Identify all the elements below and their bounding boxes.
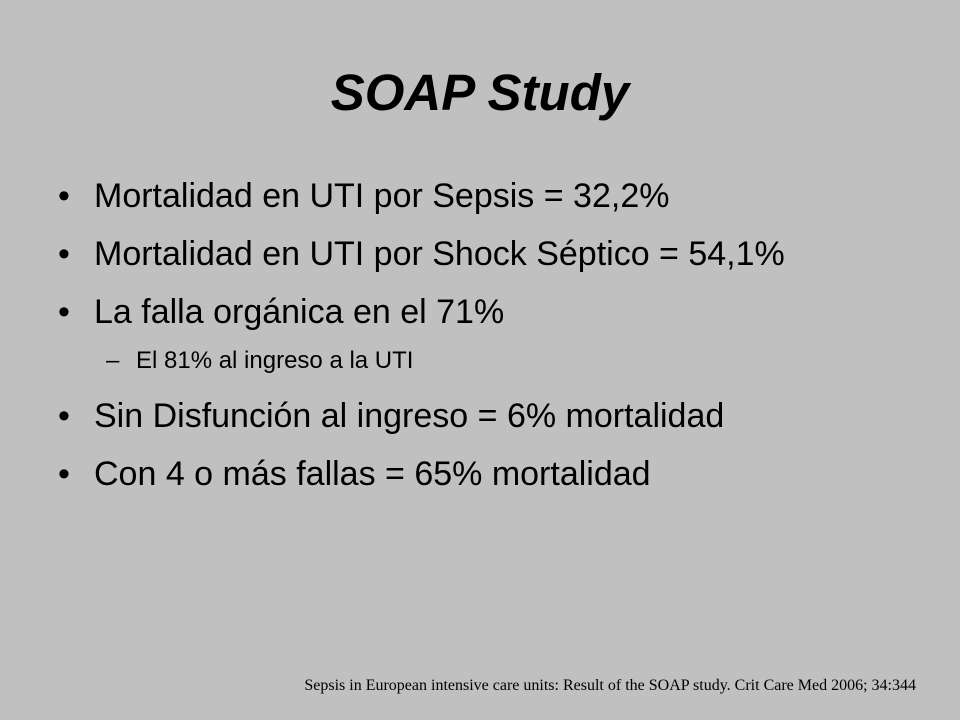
bullet-item-no-dysfunction: • Sin Disfunción al ingreso = 6% mortali… (56, 394, 906, 438)
citation: Sepsis in European intensive care units:… (304, 677, 916, 694)
bullet-text: Sin Disfunción al ingreso = 6% mortalida… (94, 397, 725, 435)
bullet-marker-icon: • (58, 455, 70, 493)
bullet-item-septic-shock-mortality: • Mortalidad en UTI por Shock Séptico = … (56, 232, 906, 276)
dash-marker-icon: – (106, 347, 120, 374)
bullet-marker-icon: • (58, 293, 70, 331)
bullet-list: • Mortalidad en UTI por Sepsis = 32,2% •… (56, 174, 906, 510)
bullet-item-organ-failure: • La falla orgánica en el 71% (56, 290, 906, 334)
sub-bullet-text: El 81% al ingreso a la UTI (136, 347, 414, 374)
bullet-text: Mortalidad en UTI por Shock Séptico = 54… (94, 235, 785, 273)
bullet-marker-icon: • (58, 235, 70, 273)
bullet-marker-icon: • (58, 397, 70, 435)
bullet-text: Mortalidad en UTI por Sepsis = 32,2% (94, 177, 670, 215)
bullet-marker-icon: • (58, 177, 70, 215)
bullet-item-four-failures: • Con 4 o más fallas = 65% mortalidad (56, 452, 906, 496)
sub-bullet-item-admission: – El 81% al ingreso a la UTI (56, 346, 906, 376)
slide-title: SOAP Study (330, 64, 630, 121)
bullet-item-sepsis-mortality: • Mortalidad en UTI por Sepsis = 32,2% (56, 174, 906, 218)
bullet-text: Con 4 o más fallas = 65% mortalidad (94, 455, 651, 493)
bullet-text: La falla orgánica en el 71% (94, 293, 505, 331)
